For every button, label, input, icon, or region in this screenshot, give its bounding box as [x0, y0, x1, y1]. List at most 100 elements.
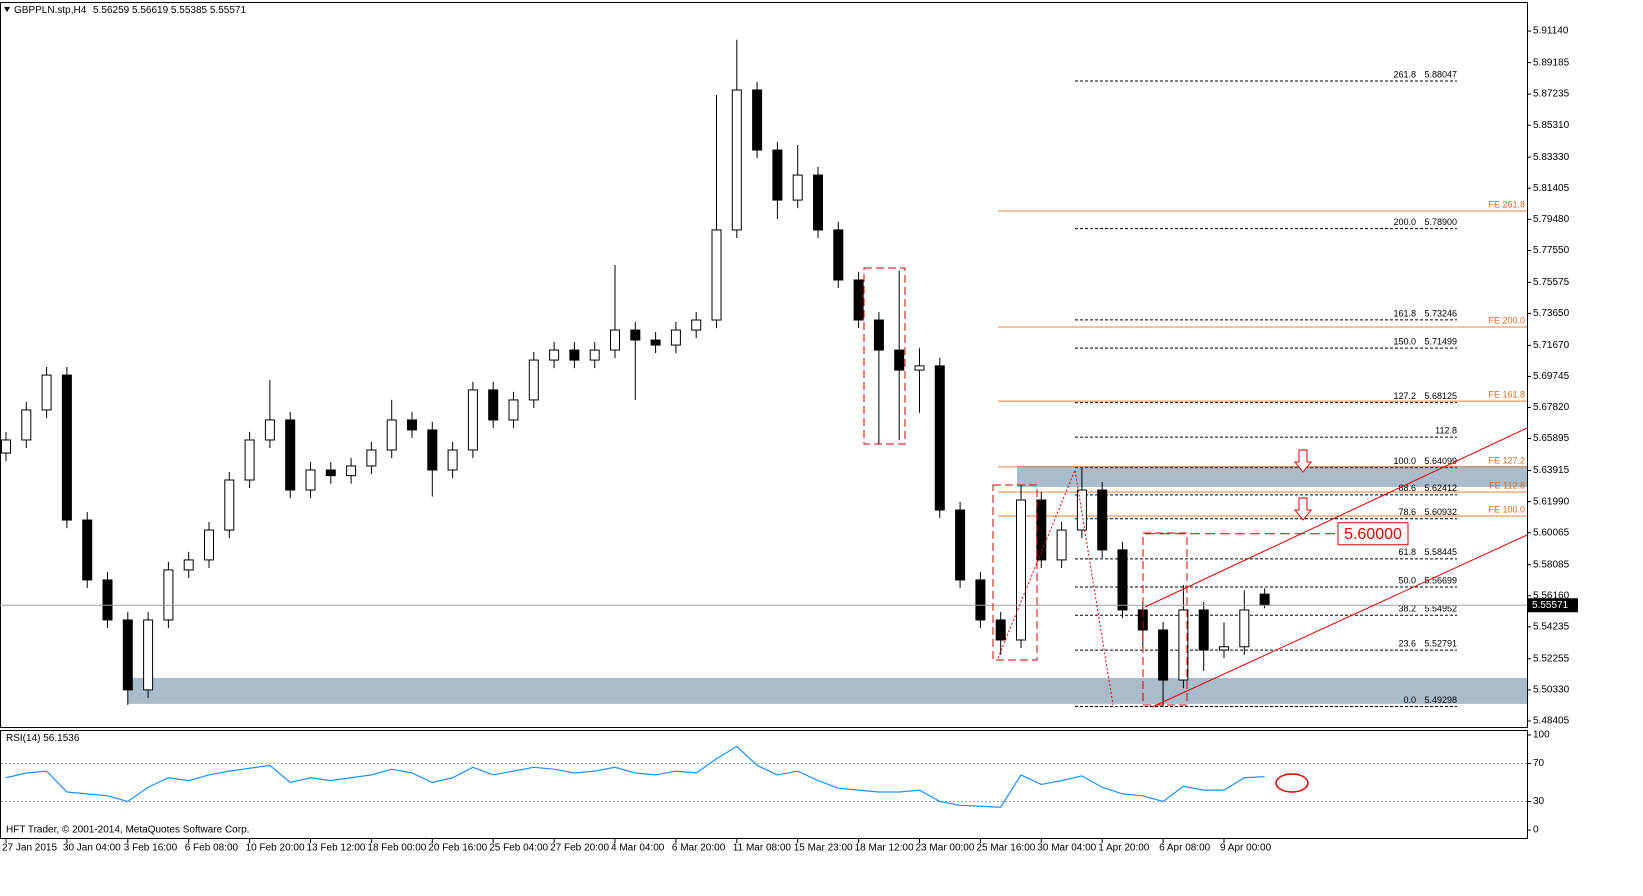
y-tick-label: 100: [1533, 730, 1550, 741]
candle-body: [122, 619, 133, 691]
x-tick-label: 20 Feb 16:00: [428, 843, 487, 854]
footer: HFT Trader, © 2001-2014, MetaQuotes Soft…: [6, 825, 249, 836]
x-tick-label: 10 Feb 20:00: [246, 843, 305, 854]
candle-body: [914, 365, 925, 371]
header: GBPPLN.stp,H4 5.56259 5.56619 5.55385 5.…: [14, 5, 246, 16]
candle-body: [589, 349, 600, 361]
candle-body: [325, 469, 336, 477]
candle-body: [630, 329, 641, 341]
candle-body: [508, 399, 519, 421]
x-tick-label: 9 Apr 00:00: [1220, 843, 1272, 854]
candle-body: [772, 149, 783, 201]
candle-body: [1036, 499, 1047, 561]
candle-body: [549, 349, 560, 361]
candle-body: [1259, 593, 1270, 606]
x-tick-label: 30 Jan 04:00: [63, 843, 121, 854]
fib-price: 5.71499: [1424, 337, 1457, 347]
x-tick-label: 25 Feb 04:00: [489, 843, 548, 854]
fib-price: 5.88047: [1424, 69, 1457, 79]
candle-body: [163, 569, 174, 621]
candle-body: [1056, 529, 1067, 561]
x-tick-label: 3 Feb 16:00: [124, 843, 178, 854]
fe-label: FE 127.2: [1488, 455, 1525, 465]
rsi-header: RSI(14) 56.1536: [6, 733, 80, 744]
candle-body: [21, 409, 32, 441]
x-tick-label: 6 Feb 08:00: [185, 843, 239, 854]
candle-body: [41, 374, 52, 411]
candle-body: [833, 229, 844, 281]
candle-body: [1198, 609, 1209, 651]
rsi-last: 56.1536: [43, 733, 80, 744]
y-tick-label: 5.75575: [1533, 277, 1570, 288]
fib-ratio: 200.0: [1393, 217, 1416, 227]
x-tick-label: 30 Mar 04:00: [1037, 843, 1096, 854]
y-tick-label: 5.50330: [1533, 685, 1570, 696]
fib-ratio: 78.6: [1398, 507, 1416, 517]
fe-label: FE 161.8: [1488, 389, 1525, 399]
zones: [128, 465, 1527, 704]
zone: [1017, 465, 1527, 487]
x-tick-label: 27 Feb 20:00: [550, 843, 609, 854]
candle-body: [752, 89, 763, 151]
x-tick-label: 6 Mar 20:00: [672, 843, 726, 854]
symbol: GBPPLN.stp,H4: [14, 5, 87, 16]
channel-line: [1144, 427, 1528, 608]
fib-price: 5.73246: [1424, 308, 1457, 318]
candle-body: [1076, 489, 1087, 531]
fib-price: 5.54952: [1424, 604, 1457, 614]
candle-body: [427, 429, 438, 471]
zone: [128, 677, 1527, 704]
candle-body: [711, 229, 722, 321]
y-tick-label: 5.54235: [1533, 621, 1570, 632]
y-tick-label: 5.63915: [1533, 465, 1570, 476]
y-tick-label: 5.52255: [1533, 653, 1570, 664]
fib-ratio: 0.0: [1403, 695, 1416, 705]
candle-body: [813, 174, 823, 231]
y-tick-label: 5.79480: [1533, 214, 1570, 225]
fib-ratio: 50.0: [1398, 575, 1416, 585]
channel-line: [1151, 534, 1528, 708]
fe-label: FE 261.8: [1488, 199, 1525, 209]
candle-body: [346, 465, 357, 477]
y-tick-label: 5.65895: [1533, 433, 1570, 444]
x-tick-label: 4 Mar 04:00: [611, 843, 665, 854]
candle-body: [975, 579, 986, 621]
fib-ratio: 38.2: [1398, 604, 1416, 614]
x-tick-label: 27 Jan 2015: [2, 843, 57, 854]
swing-line: [997, 468, 1114, 706]
arrow: [1293, 449, 1313, 473]
rsi-title: RSI(14): [6, 733, 40, 744]
candle-body: [691, 319, 702, 331]
x-tick-label: 13 Feb 12:00: [307, 843, 366, 854]
candle-body: [224, 479, 235, 531]
candle-body: [305, 469, 316, 491]
y-tick-label: 5.48405: [1533, 716, 1570, 727]
candle-body: [1117, 549, 1128, 611]
x-tick-label: 18 Mar 12:00: [855, 843, 914, 854]
x-tick-label: 15 Mar 23:00: [794, 843, 853, 854]
y-tick-label: 70: [1533, 758, 1545, 769]
candle-body: [366, 449, 377, 467]
x-tick-label: 1 Apr 20:00: [1098, 843, 1150, 854]
y-tick-label: 5.89185: [1533, 57, 1570, 68]
fib-price: 5.64099: [1424, 456, 1457, 466]
open: 5.56259: [93, 5, 130, 16]
y-tick-label: 5.71670: [1533, 340, 1570, 351]
fe-label: FE 100.0: [1488, 504, 1525, 514]
candle-body: [285, 419, 296, 491]
fib-ratio: 61.8: [1398, 547, 1416, 557]
candle-body: [670, 329, 681, 346]
y-tick-label: 5.60065: [1533, 527, 1570, 538]
x-tick-label: 23 Mar 00:00: [916, 843, 975, 854]
y-tick-label: 5.73650: [1533, 308, 1570, 319]
fib-price: 5.58445: [1424, 547, 1457, 557]
rsi-frame: [0, 730, 1528, 839]
candle-body: [792, 174, 803, 201]
candle-body: [264, 419, 275, 441]
x-tick-label: 25 Mar 16:00: [976, 843, 1035, 854]
x-tick-label: 18 Feb 00:00: [367, 843, 426, 854]
y-tick-label: 5.81405: [1533, 183, 1570, 194]
fib-ratio: 88.6: [1398, 483, 1416, 493]
fib-ratio: 261.8: [1393, 69, 1416, 79]
y-tick-label: 5.85310: [1533, 120, 1570, 131]
